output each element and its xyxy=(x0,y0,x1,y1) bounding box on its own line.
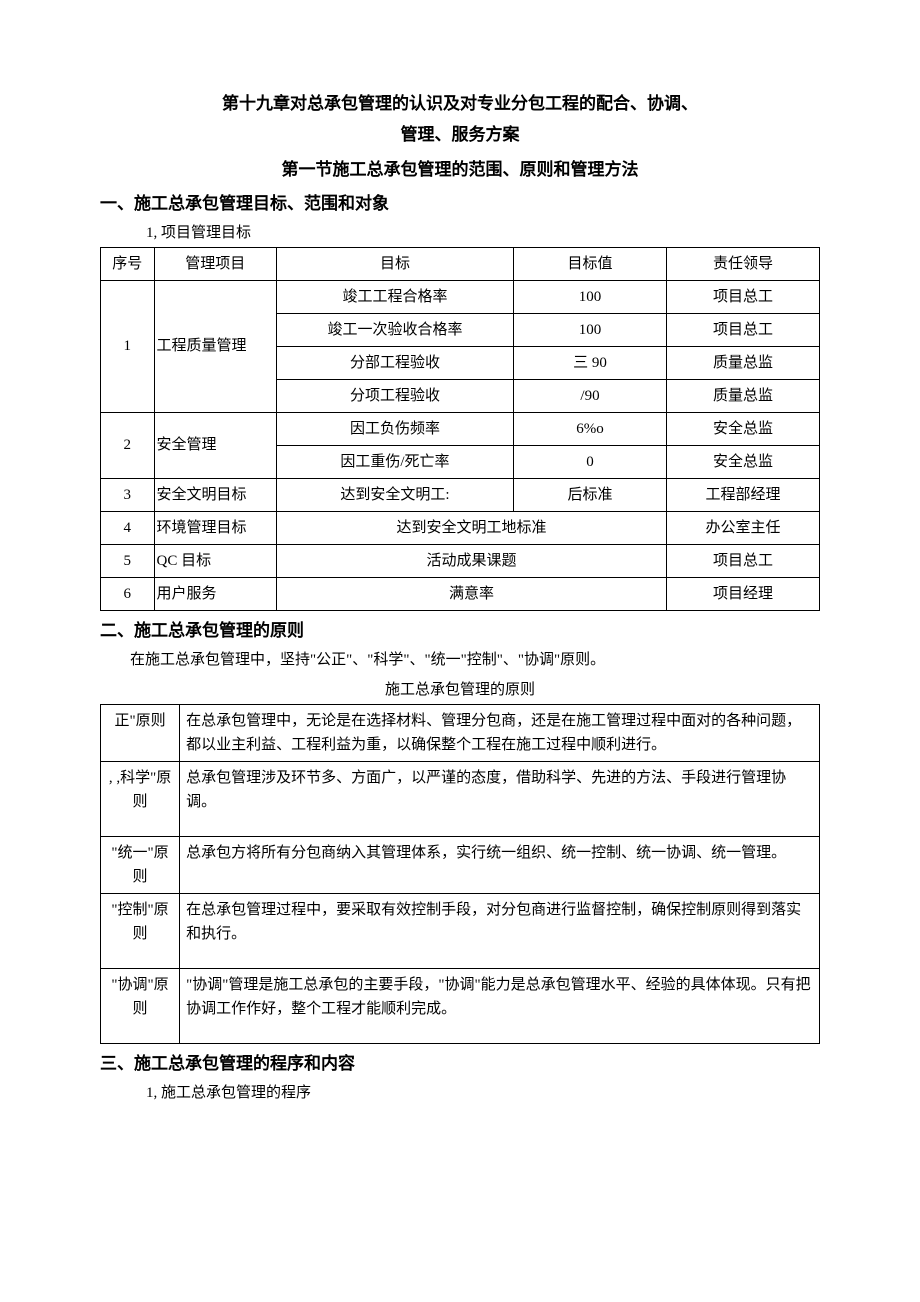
cell-seq: 5 xyxy=(101,544,155,577)
cell-val: 6%o xyxy=(514,412,667,445)
cell-goal-merged: 达到安全文明工地标准 xyxy=(276,511,666,544)
cell-item: 安全文明目标 xyxy=(154,478,276,511)
cell-item: QC 目标 xyxy=(154,544,276,577)
cell-val: 100 xyxy=(514,280,667,313)
cell-seq: 1 xyxy=(101,280,155,412)
table-row: 6 用户服务 满意率 项目经理 xyxy=(101,577,820,610)
th-seq: 序号 xyxy=(101,247,155,280)
cell-resp: 办公室主任 xyxy=(666,511,819,544)
goals-table: 序号 管理项目 目标 目标值 责任领导 1 工程质量管理 竣工工程合格率 100… xyxy=(100,247,820,611)
table-caption: 施工总承包管理的原则 xyxy=(100,678,820,702)
cell-item: 安全管理 xyxy=(154,412,276,478)
th-resp: 责任领导 xyxy=(666,247,819,280)
cell-seq: 6 xyxy=(101,577,155,610)
cell-resp: 项目总工 xyxy=(666,280,819,313)
cell-resp: 质量总监 xyxy=(666,379,819,412)
cell-resp: 安全总监 xyxy=(666,412,819,445)
cell-val: 三 90 xyxy=(514,346,667,379)
table-row: , ,科学"原则 总承包管理涉及环节多、方面广，以严谨的态度，借助科学、先进的方… xyxy=(101,761,820,836)
principle-desc: 在总承包管理过程中，要采取有效控制手段，对分包商进行监督控制，确保控制原则得到落… xyxy=(180,893,820,968)
cell-goal: 竣工工程合格率 xyxy=(276,280,513,313)
cell-resp: 项目总工 xyxy=(666,313,819,346)
table-row: 3 安全文明目标 达到安全文明工: 后标准 工程部经理 xyxy=(101,478,820,511)
principle-desc: "协调"管理是施工总承包的主要手段，"协调"能力是总承包管理水平、经验的具体体现… xyxy=(180,968,820,1043)
principle-label: "统一"原则 xyxy=(101,836,180,893)
heading-1-2: 二、施工总承包管理的原则 xyxy=(100,617,820,644)
table-row: 正"原则 在总承包管理中，无论是在选择材料、管理分包商，还是在施工管理过程中面对… xyxy=(101,704,820,761)
principle-desc: 在总承包管理中，无论是在选择材料、管理分包商，还是在施工管理过程中面对的各种问题… xyxy=(180,704,820,761)
table-row: 5 QC 目标 活动成果课题 项目总工 xyxy=(101,544,820,577)
paragraph: 在施工总承包管理中，坚持"公正"、"科学"、"统一"控制"、"协调"原则。 xyxy=(100,648,820,672)
cell-seq: 2 xyxy=(101,412,155,478)
table-row: "控制"原则 在总承包管理过程中，要采取有效控制手段，对分包商进行监督控制，确保… xyxy=(101,893,820,968)
th-val: 目标值 xyxy=(514,247,667,280)
cell-resp: 质量总监 xyxy=(666,346,819,379)
principle-label: 正"原则 xyxy=(101,704,180,761)
th-item: 管理项目 xyxy=(154,247,276,280)
cell-val: 后标准 xyxy=(514,478,667,511)
table-row: 1 工程质量管理 竣工工程合格率 100 项目总工 xyxy=(101,280,820,313)
cell-goal-merged: 活动成果课题 xyxy=(276,544,666,577)
table-row: 4 环境管理目标 达到安全文明工地标准 办公室主任 xyxy=(101,511,820,544)
principle-desc: 总承包方将所有分包商纳入其管理体系，实行统一组织、统一控制、统一协调、统一管理。 xyxy=(180,836,820,893)
section-title: 第一节施工总承包管理的范围、原则和管理方法 xyxy=(100,156,820,183)
cell-goal: 分项工程验收 xyxy=(276,379,513,412)
table-row: "协调"原则 "协调"管理是施工总承包的主要手段，"协调"能力是总承包管理水平、… xyxy=(101,968,820,1043)
principle-label: , ,科学"原则 xyxy=(101,761,180,836)
cell-goal: 竣工一次验收合格率 xyxy=(276,313,513,346)
principle-label: "协调"原则 xyxy=(101,968,180,1043)
cell-resp: 项目经理 xyxy=(666,577,819,610)
principle-desc: 总承包管理涉及环节多、方面广，以严谨的态度，借助科学、先进的方法、手段进行管理协… xyxy=(180,761,820,836)
cell-val: /90 xyxy=(514,379,667,412)
table-header-row: 序号 管理项目 目标 目标值 责任领导 xyxy=(101,247,820,280)
list-item-2: 1, 施工总承包管理的程序 xyxy=(146,1081,820,1105)
cell-val: 0 xyxy=(514,445,667,478)
cell-resp: 工程部经理 xyxy=(666,478,819,511)
chapter-title-line1: 第十九章对总承包管理的认识及对专业分包工程的配合、协调、 xyxy=(100,90,820,117)
cell-goal: 因工重伤/死亡率 xyxy=(276,445,513,478)
chapter-title-line2: 管理、服务方案 xyxy=(100,121,820,148)
cell-item: 工程质量管理 xyxy=(154,280,276,412)
cell-goal: 分部工程验收 xyxy=(276,346,513,379)
principle-label: "控制"原则 xyxy=(101,893,180,968)
th-goal: 目标 xyxy=(276,247,513,280)
heading-1-3: 三、施工总承包管理的程序和内容 xyxy=(100,1050,820,1077)
cell-item: 用户服务 xyxy=(154,577,276,610)
cell-goal: 达到安全文明工: xyxy=(276,478,513,511)
cell-seq: 4 xyxy=(101,511,155,544)
table-row: 2 安全管理 因工负伤频率 6%o 安全总监 xyxy=(101,412,820,445)
table-row: "统一"原则 总承包方将所有分包商纳入其管理体系，实行统一组织、统一控制、统一协… xyxy=(101,836,820,893)
cell-goal-merged: 满意率 xyxy=(276,577,666,610)
heading-1-1: 一、施工总承包管理目标、范围和对象 xyxy=(100,190,820,217)
cell-val: 100 xyxy=(514,313,667,346)
list-item-1: 1, 项目管理目标 xyxy=(146,221,820,245)
cell-goal: 因工负伤频率 xyxy=(276,412,513,445)
cell-resp: 安全总监 xyxy=(666,445,819,478)
cell-resp: 项目总工 xyxy=(666,544,819,577)
cell-item: 环境管理目标 xyxy=(154,511,276,544)
cell-seq: 3 xyxy=(101,478,155,511)
principles-table: 正"原则 在总承包管理中，无论是在选择材料、管理分包商，还是在施工管理过程中面对… xyxy=(100,704,820,1044)
